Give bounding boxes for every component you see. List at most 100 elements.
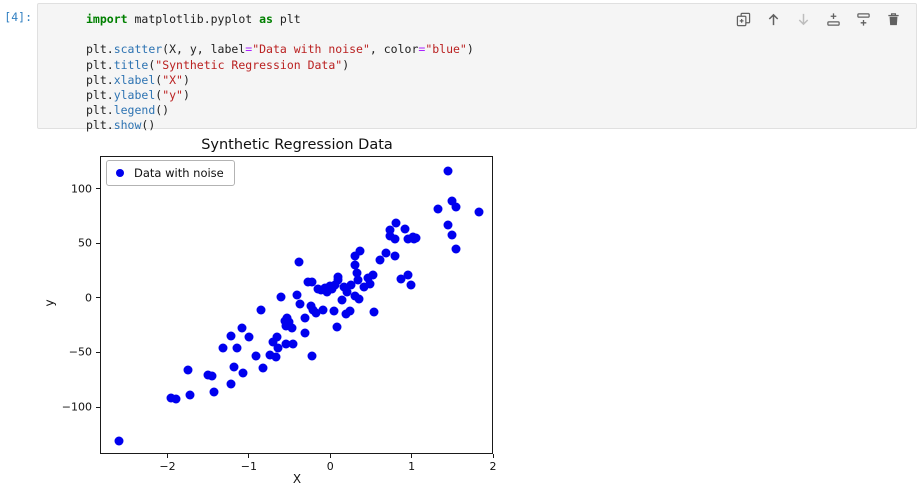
- scatter-point: [218, 343, 228, 353]
- scatter-point: [346, 280, 356, 290]
- arrow-up-icon: [766, 12, 781, 27]
- y-axis-label: y: [42, 299, 57, 307]
- scatter-point: [327, 284, 337, 294]
- code-cell-editor[interactable]: import matplotlib.pyplot as plt plt.scat…: [37, 3, 917, 132]
- scatter-point: [171, 394, 181, 404]
- scatter-point: [238, 368, 248, 378]
- y-tick-mark: [96, 351, 100, 353]
- y-tick-label: −100: [61, 400, 92, 414]
- scatter-point: [273, 343, 283, 353]
- scatter-point: [381, 248, 391, 258]
- scatter-point: [226, 379, 236, 389]
- code-token: xlabel: [113, 72, 156, 87]
- x-tick-label: 2: [489, 460, 497, 473]
- scatter-point: [300, 328, 310, 338]
- code-content[interactable]: import matplotlib.pyplot as plt plt.scat…: [86, 12, 474, 134]
- code-token: legend: [113, 103, 156, 118]
- code-token: =: [245, 42, 253, 57]
- scatter-point: [443, 220, 453, 230]
- scatter-point: [318, 305, 328, 315]
- scatter-point: [359, 282, 369, 292]
- legend: Data with noise: [106, 160, 235, 186]
- y-tick-mark: [96, 406, 100, 408]
- code-line: plt.legend(): [86, 103, 169, 117]
- code-token: (): [141, 118, 156, 133]
- scatter-point: [265, 350, 275, 360]
- code-line: plt.xlabel("X"): [86, 73, 190, 87]
- code-token: "blue": [425, 42, 467, 57]
- scatter-point: [307, 277, 317, 287]
- insert-cell-below-button[interactable]: [853, 9, 874, 30]
- x-tick-mark: [248, 454, 250, 458]
- x-tick-mark: [167, 454, 169, 458]
- scatter-point: [256, 305, 266, 315]
- scatter-point: [451, 244, 461, 254]
- scatter-point: [333, 275, 343, 285]
- code-token: show: [113, 118, 142, 133]
- scatter-point: [311, 308, 321, 318]
- scatter-point: [447, 196, 456, 206]
- duplicate-cell-button[interactable]: [733, 9, 754, 30]
- y-tick-label: 100: [71, 182, 92, 196]
- y-tick-mark: [96, 297, 100, 299]
- scatter-point: [330, 280, 340, 290]
- scatter-point: [403, 270, 413, 280]
- scatter-point: [237, 323, 247, 333]
- legend-marker-dot: [116, 169, 124, 177]
- code-token: (): [155, 103, 170, 118]
- move-cell-up-button[interactable]: [763, 9, 784, 30]
- scatter-point: [295, 299, 305, 309]
- insert-above-icon: [826, 12, 841, 27]
- scatter-point: [258, 363, 268, 373]
- insert-below-icon: [856, 12, 871, 27]
- duplicate-icon: [736, 12, 751, 27]
- chart-title: Synthetic Regression Data: [201, 137, 393, 153]
- code-token: ): [466, 42, 474, 57]
- code-line: plt.title("Synthetic Regression Data"): [86, 58, 349, 72]
- cell-toolbar: [733, 9, 904, 30]
- code-token: plt.: [86, 103, 114, 118]
- scatter-point: [226, 331, 236, 341]
- insert-cell-above-button[interactable]: [823, 9, 844, 30]
- x-tick-label: 0: [326, 460, 334, 473]
- scatter-point: [300, 313, 310, 323]
- scatter-point: [332, 322, 342, 332]
- code-token: (: [148, 57, 156, 72]
- code-token: matplotlib.pyplot: [127, 12, 260, 26]
- y-tick-mark: [96, 188, 100, 190]
- x-tick-label: 1: [408, 460, 416, 473]
- scatter-point: [337, 295, 347, 305]
- code-token: (X, y, label: [162, 42, 246, 57]
- scatter-point: [166, 393, 176, 403]
- scatter-point: [271, 352, 281, 362]
- delete-cell-button[interactable]: [883, 9, 904, 30]
- code-token: ): [342, 57, 350, 72]
- scatter-point: [232, 343, 242, 353]
- arrow-down-icon: [796, 12, 811, 27]
- code-line: plt.scatter(X, y, label="Data with noise…: [86, 42, 474, 56]
- scatter-point: [244, 332, 254, 342]
- code-token: plt.: [86, 118, 114, 133]
- x-tick-mark: [329, 454, 331, 458]
- code-token: "X": [162, 72, 183, 87]
- scatter-point: [329, 306, 339, 316]
- scatter-point: [385, 231, 395, 241]
- code-line: [86, 27, 93, 41]
- scatter-point: [292, 290, 302, 300]
- scatter-point: [355, 246, 365, 256]
- code-token: , color: [369, 42, 419, 57]
- scatter-point: [363, 273, 373, 283]
- scatter-point: [368, 270, 378, 280]
- scatter-point: [447, 230, 457, 240]
- scatter-point: [350, 251, 360, 261]
- x-axis-label: X: [292, 472, 302, 486]
- scatter-point: [391, 218, 401, 228]
- scatter-point: [294, 257, 304, 267]
- move-cell-down-button[interactable]: [793, 9, 814, 30]
- x-tick-mark: [411, 454, 413, 458]
- y-tick-mark: [96, 242, 100, 244]
- code-line: import matplotlib.pyplot as plt: [86, 12, 301, 26]
- scatter-point: [390, 251, 400, 261]
- x-tick-label: −2: [159, 460, 176, 473]
